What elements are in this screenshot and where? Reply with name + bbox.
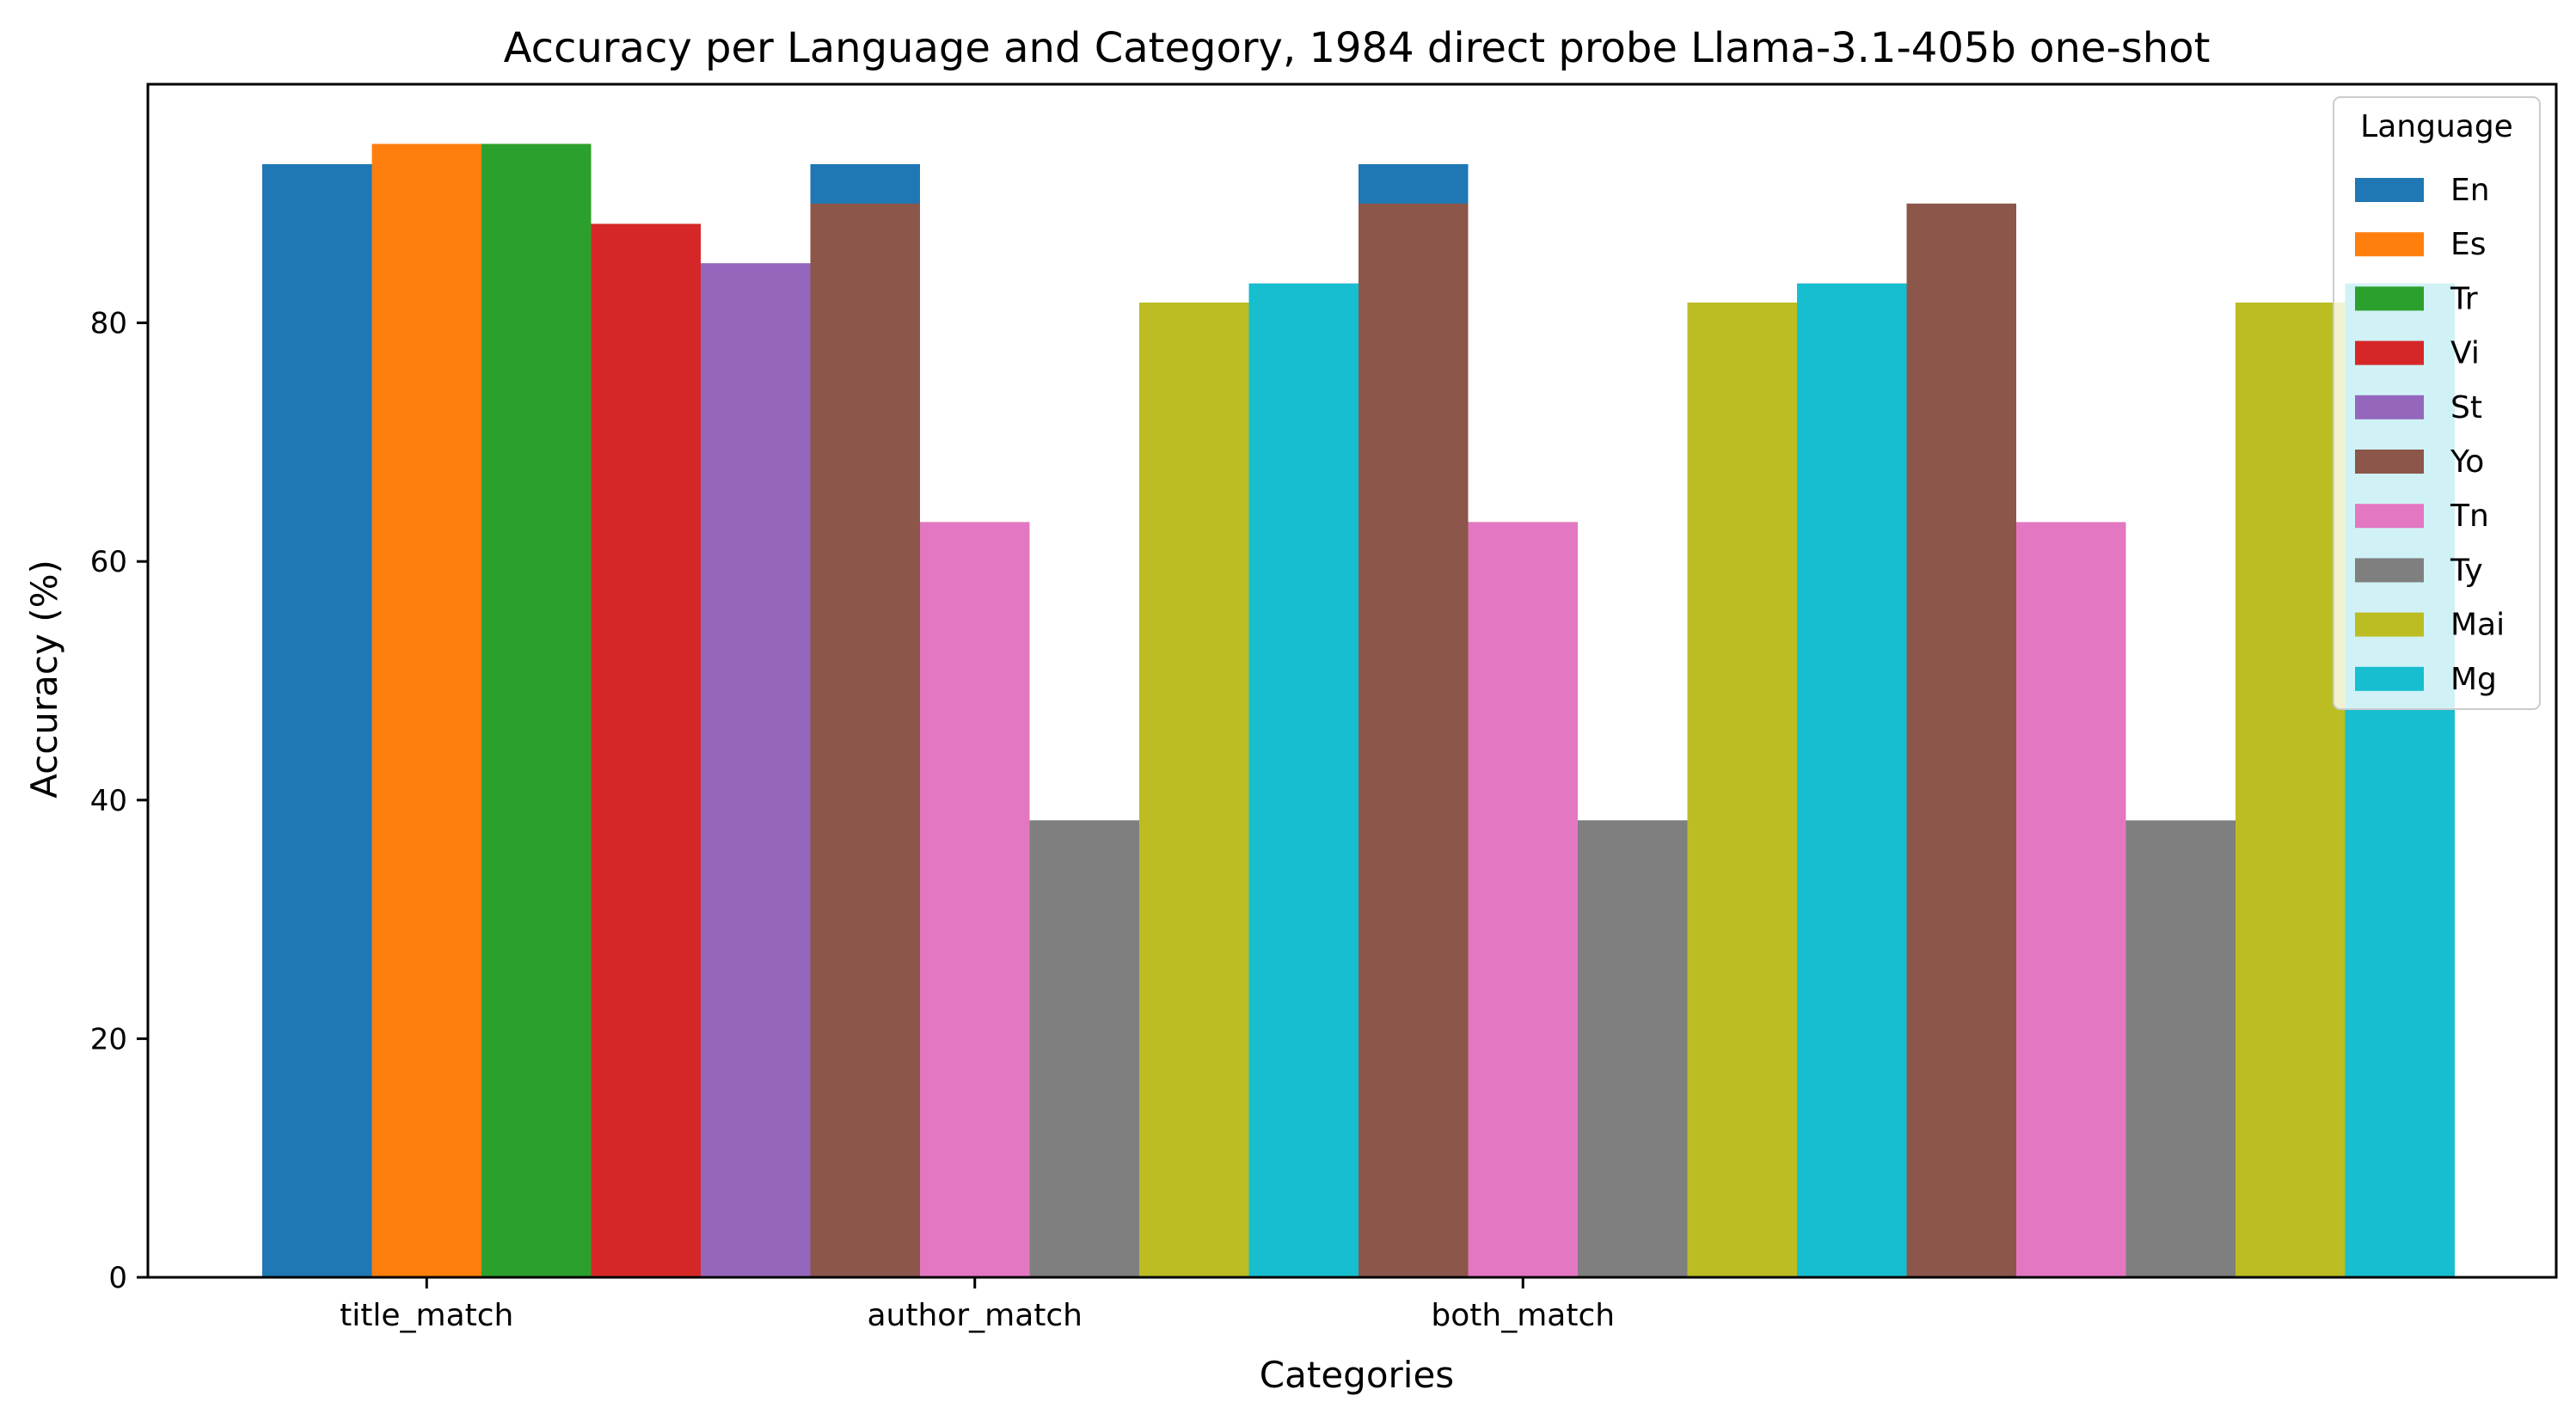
bar-en-title_match bbox=[262, 164, 372, 1277]
bar-tr-title_match bbox=[481, 144, 592, 1277]
bar-ty-both_match bbox=[2125, 820, 2236, 1277]
legend-label-yo: Yo bbox=[2450, 444, 2484, 480]
bar-yo-author_match bbox=[1359, 203, 1469, 1277]
y-tick-label: 0 bbox=[108, 1261, 127, 1295]
legend-label-en: En bbox=[2450, 173, 2490, 208]
legend-label-mg: Mg bbox=[2450, 662, 2497, 697]
bar-mai-title_match bbox=[1139, 303, 1249, 1277]
legend-swatch-mai bbox=[2355, 612, 2424, 637]
legend-label-mai: Mai bbox=[2450, 608, 2505, 643]
legend-swatch-en bbox=[2355, 178, 2424, 202]
y-axis: 0 20 40 60 80 bbox=[90, 307, 148, 1295]
bar-yo-both_match bbox=[1906, 203, 2016, 1277]
bar-mg-author_match bbox=[1797, 283, 1907, 1277]
bar-ty-author_match bbox=[1578, 820, 1688, 1277]
legend-swatch-mg bbox=[2355, 666, 2424, 691]
legend-swatch-tr bbox=[2355, 286, 2424, 311]
bar-mai-author_match bbox=[1687, 303, 1797, 1277]
bar-tn-title_match bbox=[920, 522, 1030, 1277]
legend-swatch-tn bbox=[2355, 504, 2424, 529]
x-tick-label: author_match bbox=[868, 1298, 1083, 1333]
bar-st-title_match bbox=[701, 263, 811, 1278]
bar-tn-author_match bbox=[1468, 522, 1578, 1277]
legend-label-es: Es bbox=[2450, 227, 2487, 262]
y-tick-label: 60 bbox=[90, 545, 127, 579]
legend-label-st: St bbox=[2450, 390, 2482, 425]
bar-tn-both_match bbox=[2016, 522, 2126, 1277]
x-tick-label: both_match bbox=[1431, 1298, 1615, 1333]
legend-title: Language bbox=[2360, 109, 2513, 144]
bar-vi-title_match bbox=[591, 223, 701, 1277]
legend: Language En Es Tr Vi St Yo Tn Ty Mai Mg bbox=[2333, 96, 2541, 710]
y-axis-label: Accuracy (%) bbox=[23, 560, 65, 799]
y-tick-label: 40 bbox=[90, 784, 127, 818]
axes-frame bbox=[146, 83, 2558, 1279]
legend-swatch-vi bbox=[2355, 340, 2424, 365]
x-axis-label: Categories bbox=[1260, 1354, 1454, 1396]
y-tick-label: 20 bbox=[90, 1022, 127, 1056]
bar-yo-title_match bbox=[810, 203, 920, 1277]
legend-swatch-yo bbox=[2355, 450, 2424, 474]
legend-swatch-ty bbox=[2355, 558, 2424, 583]
bar-es-title_match bbox=[371, 144, 481, 1277]
bar-mg-title_match bbox=[1248, 283, 1359, 1277]
chart-title: Accuracy per Language and Category, 1984… bbox=[504, 24, 2211, 72]
y-tick-label: 80 bbox=[90, 307, 127, 341]
bar-mai-both_match bbox=[2236, 303, 2346, 1277]
legend-label-ty: Ty bbox=[2450, 553, 2483, 588]
legend-label-vi: Vi bbox=[2450, 336, 2480, 371]
legend-swatch-st bbox=[2355, 395, 2424, 419]
bars-group bbox=[262, 144, 2455, 1278]
legend-label-tr: Tr bbox=[2450, 281, 2478, 316]
x-axis: title_match author_match both_match bbox=[340, 1277, 1615, 1333]
legend-swatch-es bbox=[2355, 232, 2424, 257]
x-tick-label: title_match bbox=[340, 1298, 513, 1333]
legend-label-tn: Tn bbox=[2450, 499, 2489, 534]
bar-ty-title_match bbox=[1029, 820, 1139, 1277]
